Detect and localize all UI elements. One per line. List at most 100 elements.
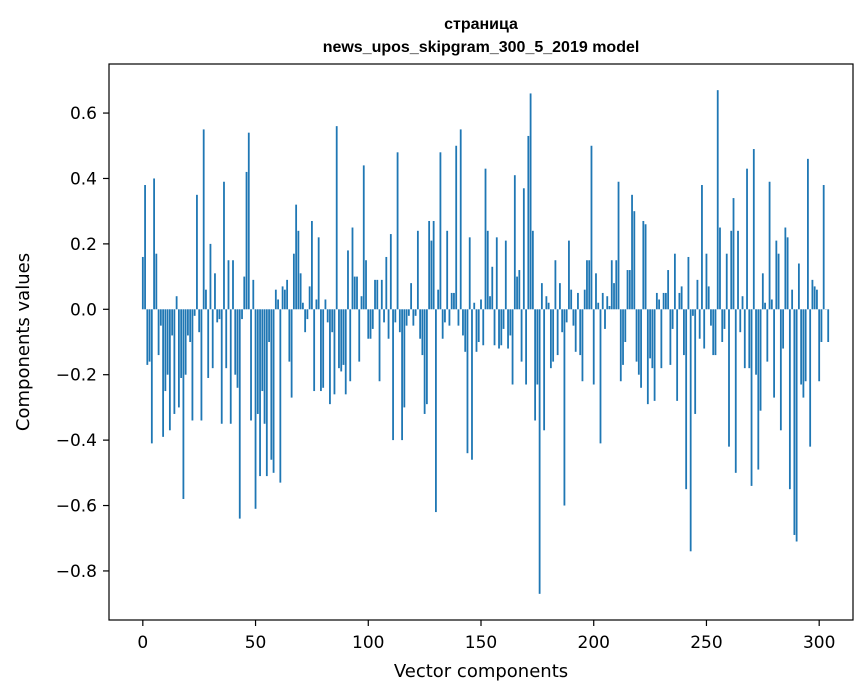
bar-184 (556, 309, 559, 356)
y-tick-label: 0.0 (70, 300, 97, 320)
bar-181 (549, 309, 552, 369)
bar-217 (631, 194, 633, 310)
x-tick-label: 50 (245, 633, 267, 653)
bar-177 (540, 283, 543, 310)
bar-107 (383, 309, 385, 323)
bar-152 (484, 168, 487, 310)
bar-304 (827, 309, 830, 342)
bar-255 (716, 90, 719, 310)
bar-83 (329, 309, 331, 405)
bar-294 (804, 309, 807, 382)
bar-280 (773, 309, 775, 398)
bar-49 (252, 279, 255, 310)
bar-92 (349, 309, 352, 382)
bar-62 (281, 286, 284, 310)
bar-5 (153, 178, 155, 310)
bar-124 (421, 309, 424, 356)
bar-276 (764, 302, 766, 310)
bar-84 (331, 309, 334, 333)
bar-273 (757, 309, 760, 470)
bar-277 (766, 309, 769, 362)
bar-86 (335, 126, 338, 310)
bar-193 (577, 292, 579, 310)
bar-197 (586, 260, 588, 310)
bar-133 (441, 309, 444, 339)
bar-50 (254, 309, 257, 509)
bar-215 (626, 270, 629, 310)
bar-81 (324, 299, 327, 310)
bar-69 (297, 230, 300, 310)
bar-232 (664, 292, 667, 310)
bar-167 (518, 270, 521, 310)
bar-72 (304, 309, 307, 333)
bar-289 (793, 309, 796, 535)
bar-109 (387, 309, 390, 339)
bar-234 (669, 309, 672, 365)
bar-284 (782, 309, 785, 349)
bar-10 (164, 309, 167, 392)
bar-185 (559, 283, 561, 310)
y-axis-label: Components values (13, 253, 34, 431)
bar-43 (238, 309, 241, 519)
bar-144 (466, 309, 469, 454)
bar-24 (196, 194, 198, 310)
bar-271 (752, 149, 755, 310)
y-axis-ticks: −0.8 −0.6 −0.4 −0.2 0.0 0.2 0.4 0.6 (56, 104, 109, 582)
bar-202 (597, 302, 600, 310)
bar-150 (480, 299, 482, 310)
bar-99 (365, 260, 367, 310)
bar-164 (511, 309, 514, 385)
y-tick-label: −0.4 (56, 431, 97, 451)
bar-71 (301, 302, 304, 310)
bar-112 (394, 309, 397, 323)
bar-19 (184, 309, 187, 375)
bar-95 (356, 276, 358, 310)
bar-139 (455, 145, 458, 310)
bar-32 (214, 273, 216, 310)
bar-16 (177, 309, 180, 408)
bar-156 (493, 309, 496, 346)
bar-274 (759, 309, 762, 411)
bar-149 (477, 309, 480, 342)
chart-title-line-2: news_upos_skipgram_300_5_2019 model (323, 39, 640, 56)
bar-36 (223, 181, 225, 310)
x-axis-label: Vector components (394, 661, 568, 682)
bar-224 (646, 309, 649, 405)
bar-231 (662, 292, 665, 310)
bar-110 (389, 234, 392, 310)
bar-282 (777, 253, 780, 310)
bar-40 (232, 260, 234, 310)
bar-169 (522, 188, 525, 310)
bar-63 (283, 289, 286, 310)
bar-75 (311, 220, 313, 310)
bar-240 (683, 309, 685, 356)
bar-298 (813, 286, 816, 310)
bar-265 (739, 309, 742, 333)
bar-100 (367, 309, 370, 339)
bar-233 (667, 270, 670, 310)
bar-291 (797, 263, 800, 310)
bar-21 (189, 309, 192, 342)
bar-210 (615, 260, 618, 310)
y-tick-label: 0.6 (70, 104, 97, 124)
bar-198 (588, 260, 591, 310)
bar-154 (489, 296, 491, 310)
bar-190 (570, 289, 573, 310)
bar-65 (288, 309, 291, 362)
bar-160 (502, 309, 505, 329)
bar-172 (529, 93, 532, 310)
bar-230 (660, 309, 663, 369)
bar-187 (563, 309, 566, 506)
bar-116 (403, 309, 406, 408)
bar-138 (453, 292, 455, 310)
bar-6 (155, 253, 158, 310)
bar-218 (633, 211, 636, 310)
bar-147 (473, 302, 476, 310)
bar-153 (486, 230, 489, 310)
bar-59 (274, 289, 277, 310)
bar-286 (786, 237, 789, 310)
bar-58 (272, 309, 275, 473)
bar-7 (157, 309, 160, 356)
bar-212 (619, 309, 622, 382)
